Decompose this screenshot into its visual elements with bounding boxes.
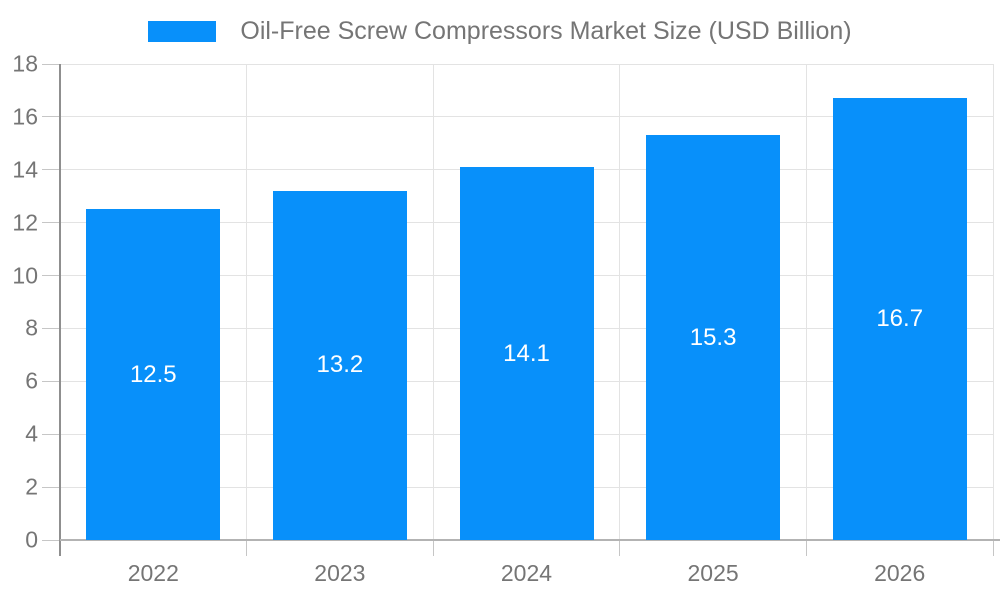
bar-2025: 15.3 — [646, 135, 781, 540]
x-tick — [432, 540, 434, 556]
y-tick — [42, 275, 60, 277]
gridline-horizontal — [60, 116, 993, 118]
y-tick-label: 8 — [25, 314, 38, 341]
gridline-vertical — [432, 64, 434, 540]
y-tick — [42, 327, 60, 329]
y-tick — [42, 63, 60, 65]
y-tick-label: 18 — [12, 50, 38, 77]
chart-legend[interactable]: Oil-Free Screw Compressors Market Size (… — [0, 17, 1000, 46]
bar-2023: 13.2 — [272, 190, 407, 540]
x-axis-label: 2026 — [874, 560, 926, 586]
y-tick-label: 6 — [25, 367, 38, 394]
bar-value-label: 15.3 — [689, 323, 737, 351]
y-tick — [42, 169, 60, 171]
y-tick — [42, 486, 60, 488]
y-tick-label: 10 — [12, 262, 38, 289]
bar-value-label: 14.1 — [503, 339, 550, 367]
x-axis-label: 2024 — [500, 560, 553, 586]
x-tick — [246, 540, 248, 556]
bar-2026: 16.7 — [832, 98, 967, 540]
y-axis-line — [59, 64, 61, 556]
bar-value-label: 13.2 — [316, 351, 364, 379]
gridline-vertical — [619, 64, 621, 540]
x-axis-label: 2022 — [127, 560, 179, 586]
y-tick — [42, 539, 60, 541]
y-tick — [42, 222, 60, 224]
gridline-vertical — [805, 64, 807, 540]
y-tick — [42, 433, 60, 435]
x-axis-label: 2023 — [314, 560, 366, 586]
y-tick-label: 16 — [12, 103, 38, 130]
bar-2024: 14.1 — [459, 167, 594, 540]
legend-label: Oil-Free Screw Compressors Market Size (… — [240, 17, 852, 45]
x-axis-label: 2025 — [687, 560, 739, 586]
bar-value-label: 16.7 — [876, 305, 924, 333]
y-tick-label: 2 — [25, 473, 38, 500]
y-tick-label: 0 — [25, 526, 38, 553]
x-tick — [805, 540, 807, 556]
y-tick — [42, 116, 60, 118]
legend-swatch — [148, 21, 217, 43]
x-tick — [992, 540, 994, 556]
gridline-horizontal — [60, 63, 993, 65]
x-tick — [619, 540, 621, 556]
gridline-vertical — [246, 64, 248, 540]
x-axis-line — [60, 539, 1000, 541]
y-tick-label: 12 — [12, 209, 38, 236]
gridline-vertical — [992, 64, 994, 540]
bar-value-label: 12.5 — [129, 360, 177, 388]
y-tick-label: 4 — [25, 420, 38, 447]
y-tick-label: 14 — [12, 156, 38, 183]
y-tick — [42, 380, 60, 382]
bar-2022: 12.5 — [86, 209, 221, 540]
